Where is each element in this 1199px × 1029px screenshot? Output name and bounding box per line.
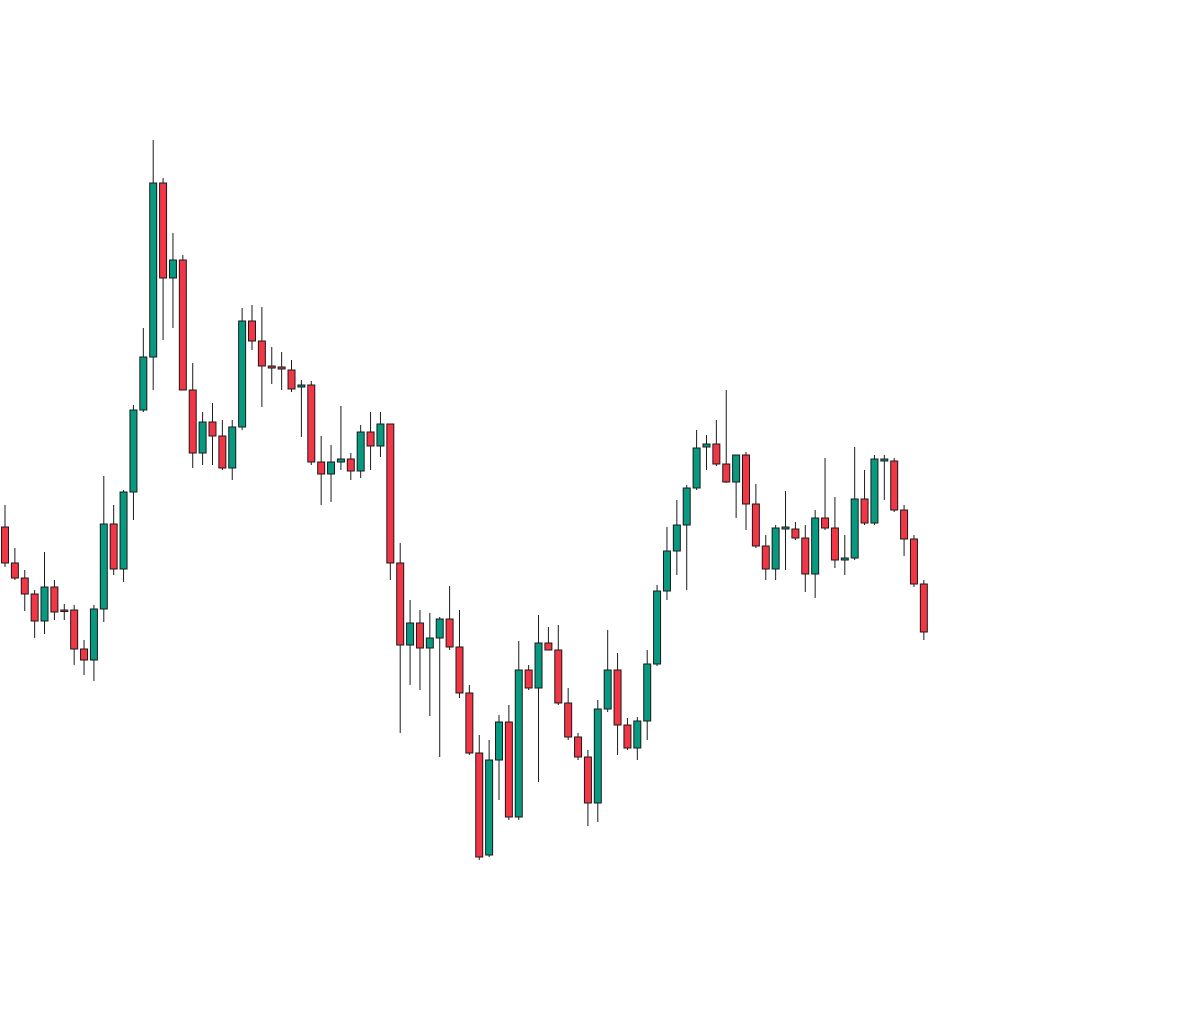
candle-body [850,498,859,559]
candle-body [662,550,671,592]
candle-body [238,320,247,428]
candle-body [761,545,770,570]
candle-body [198,421,207,454]
candle-body [722,463,731,483]
candle-body [830,527,839,561]
candle-body [50,586,59,613]
candle-body [99,523,108,610]
candle-body [327,461,336,475]
candle-body [228,426,237,469]
candle-body [495,721,503,761]
candle-body [257,340,266,367]
candle-body [297,384,306,388]
candle-body [781,526,790,530]
candle-body [840,557,849,561]
candle-body [80,648,89,661]
candle-body [366,431,375,447]
candle-body [406,622,415,646]
candle-body [633,720,642,749]
candle-body [919,583,928,633]
candle-body [751,503,760,547]
candle-body [317,461,326,475]
candle-body [643,663,652,722]
candle-body [346,458,355,472]
candle-body [376,423,385,447]
candle-body [811,517,820,575]
candle-body [386,423,395,564]
candle-body [149,182,158,358]
candle-body [801,537,810,575]
candle-body [40,586,49,622]
candle-body [188,389,197,454]
candle-body [791,528,800,539]
candle-body [356,431,365,472]
candle-body [485,759,494,856]
candle-body [653,590,662,665]
candle-body [109,523,118,570]
candle-body [732,454,741,483]
candle-body [10,562,19,579]
candle-body [909,538,918,585]
candle-body [336,458,345,463]
candle-body [89,608,98,661]
candle-body [623,724,632,749]
candle-body [159,182,168,279]
candle-body [702,443,711,448]
candle-body [672,524,681,552]
candle-body [208,421,217,437]
candle-body [168,259,177,279]
candle-body [129,409,138,493]
candle-body [60,609,69,612]
candle-body [771,527,780,570]
candle-body [504,721,513,818]
candle-body [475,752,484,858]
candle-body [435,618,444,639]
candle-body [860,498,869,524]
candle-body [20,577,29,595]
candle-body [870,458,879,524]
candle-body [425,637,434,649]
candle-body [287,369,296,390]
candle-body [712,443,721,465]
candle-body [682,487,691,526]
candle-body [1,526,9,564]
candle-body [248,320,256,342]
candle-body [544,642,553,651]
candle-body [593,708,602,804]
candle-body [465,692,474,754]
candle-body [445,618,454,648]
candle-body [692,447,701,489]
candle-body [218,435,227,469]
candle-body [534,642,543,689]
candle-body [139,356,148,411]
candle-body [178,259,187,391]
candle-body [307,384,316,463]
candle-body [70,609,79,650]
candle-body [574,736,583,758]
candle-body [880,458,889,462]
candle-body [900,509,909,540]
candle-body [455,646,464,694]
candle-body [119,491,128,570]
candle-body [821,517,830,529]
candle-body [890,460,899,511]
candle-body [277,366,286,370]
candle-body [524,669,533,689]
candle-body [583,756,592,804]
candle-body [742,454,750,505]
candle-body [603,669,612,710]
candle-body [30,593,39,622]
candle-body [514,669,523,818]
candle-body [564,702,573,738]
candle-body [396,562,405,646]
candle-body [415,622,424,649]
candle-body [554,649,563,704]
candle-body [267,365,276,369]
candle-body [613,669,622,726]
